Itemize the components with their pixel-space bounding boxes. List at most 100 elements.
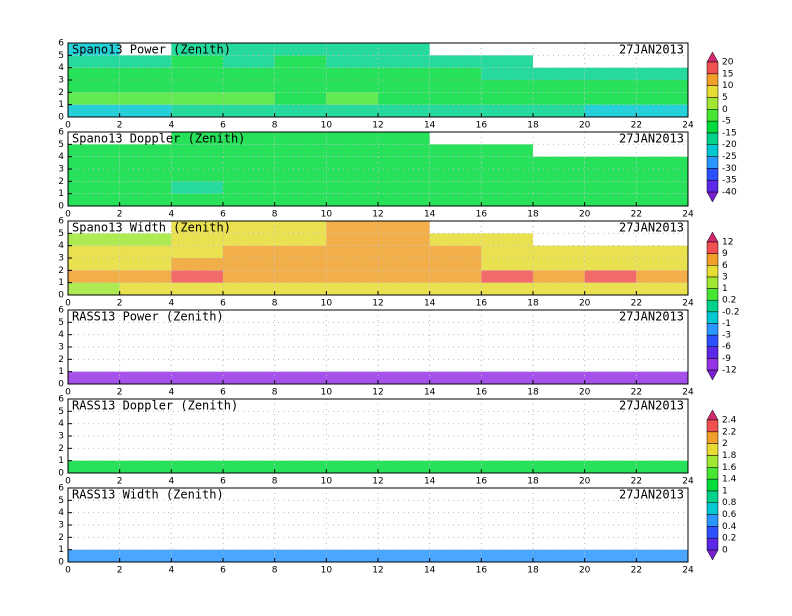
cell bbox=[171, 282, 223, 295]
y-tick-label: 0 bbox=[58, 291, 64, 301]
cell bbox=[636, 549, 688, 562]
cell bbox=[171, 460, 223, 473]
colorbar-segment bbox=[706, 276, 719, 289]
x-tick-label: 14 bbox=[424, 477, 436, 487]
cell bbox=[429, 92, 482, 105]
colorbar-label: -20 bbox=[722, 140, 737, 150]
y-tick-label: 3 bbox=[58, 343, 64, 353]
colorbar-segment bbox=[706, 419, 719, 433]
cell bbox=[119, 80, 172, 93]
cell bbox=[429, 233, 482, 246]
x-tick-label: 16 bbox=[476, 477, 488, 487]
colorbar-segment bbox=[706, 97, 719, 110]
colorbar-label: -5 bbox=[722, 117, 731, 127]
colorbar-segment bbox=[706, 478, 719, 492]
cell bbox=[119, 92, 172, 105]
colorbar-label: 0.8 bbox=[722, 498, 737, 508]
x-tick-label: 14 bbox=[424, 388, 436, 398]
cell bbox=[326, 245, 378, 258]
cell bbox=[378, 282, 430, 295]
x-tick-label: 12 bbox=[372, 477, 383, 487]
plot-frame bbox=[67, 220, 689, 296]
cell bbox=[68, 549, 120, 562]
colorbar-segment bbox=[706, 537, 719, 551]
cell bbox=[378, 549, 430, 562]
colorbar-label: 1 bbox=[722, 486, 728, 496]
colorbar-label: 0.6 bbox=[722, 510, 737, 520]
cell bbox=[326, 233, 378, 246]
cell bbox=[171, 221, 223, 234]
colorbar-label: -25 bbox=[722, 152, 737, 162]
y-tick-label: 6 bbox=[58, 128, 64, 138]
colorbar-end bbox=[706, 549, 719, 561]
cell bbox=[636, 193, 688, 206]
cell bbox=[119, 233, 172, 246]
colorbar-segment bbox=[706, 144, 719, 157]
x-tick-label: 10 bbox=[321, 299, 333, 309]
cell bbox=[326, 282, 378, 295]
cell bbox=[481, 92, 533, 105]
cell bbox=[326, 104, 378, 117]
cell bbox=[481, 169, 533, 182]
colorbar-label: -15 bbox=[722, 128, 737, 138]
x-tick-label: 20 bbox=[579, 388, 591, 398]
x-tick-label: 22 bbox=[631, 210, 642, 220]
cell bbox=[274, 549, 327, 562]
x-tick-label: 12 bbox=[372, 210, 383, 220]
cell bbox=[326, 549, 378, 562]
cell bbox=[584, 104, 637, 117]
cell bbox=[636, 258, 688, 271]
x-tick-label: 0 bbox=[65, 477, 71, 487]
x-tick-label: 10 bbox=[321, 121, 333, 131]
cell bbox=[378, 460, 430, 473]
cell bbox=[68, 144, 120, 157]
cell bbox=[378, 144, 430, 157]
cell bbox=[223, 371, 275, 384]
x-tick-label: 6 bbox=[220, 388, 226, 398]
x-tick-label: 18 bbox=[527, 210, 539, 220]
cell bbox=[481, 55, 533, 68]
colorbar-segment bbox=[706, 241, 719, 254]
colorbar-label: 0 bbox=[722, 546, 728, 556]
y-tick-label: 5 bbox=[58, 407, 64, 417]
cell bbox=[274, 169, 327, 182]
cell bbox=[636, 104, 688, 117]
colorbar-end bbox=[706, 231, 719, 243]
x-tick-label: 2 bbox=[117, 121, 123, 131]
x-tick-label: 10 bbox=[321, 566, 333, 576]
cell bbox=[378, 55, 430, 68]
colorbar-label: -40 bbox=[722, 188, 737, 198]
plot-frame bbox=[67, 309, 689, 385]
cell bbox=[481, 156, 533, 169]
cell bbox=[119, 371, 172, 384]
cell bbox=[481, 144, 533, 157]
colorbar-label: 0.4 bbox=[722, 522, 737, 532]
x-tick-label: 4 bbox=[168, 388, 174, 398]
colorbar-segment bbox=[706, 443, 719, 456]
x-tick-label: 22 bbox=[631, 388, 642, 398]
colorbar-segment bbox=[706, 334, 719, 347]
y-tick-label: 3 bbox=[58, 76, 64, 86]
plot-frame bbox=[67, 42, 689, 118]
cell bbox=[378, 258, 430, 271]
colorbar-label: 12 bbox=[722, 238, 733, 248]
x-tick-label: 14 bbox=[424, 121, 436, 131]
cell bbox=[533, 270, 585, 283]
x-tick-label: 24 bbox=[682, 477, 694, 487]
cell bbox=[378, 169, 430, 182]
x-tick-label: 12 bbox=[372, 566, 383, 576]
y-tick-label: 1 bbox=[58, 100, 64, 110]
x-tick-label: 2 bbox=[117, 210, 123, 220]
cell bbox=[584, 92, 637, 105]
y-tick-label: 3 bbox=[58, 165, 64, 175]
colorbar-segment bbox=[706, 253, 719, 266]
cell bbox=[223, 245, 275, 258]
cell bbox=[119, 67, 172, 80]
x-tick-label: 6 bbox=[220, 121, 226, 131]
cell bbox=[171, 156, 223, 169]
cell bbox=[68, 43, 120, 56]
cell bbox=[223, 258, 275, 271]
cell bbox=[326, 144, 378, 157]
cell bbox=[533, 193, 585, 206]
colorbar-label: 5 bbox=[722, 93, 728, 103]
